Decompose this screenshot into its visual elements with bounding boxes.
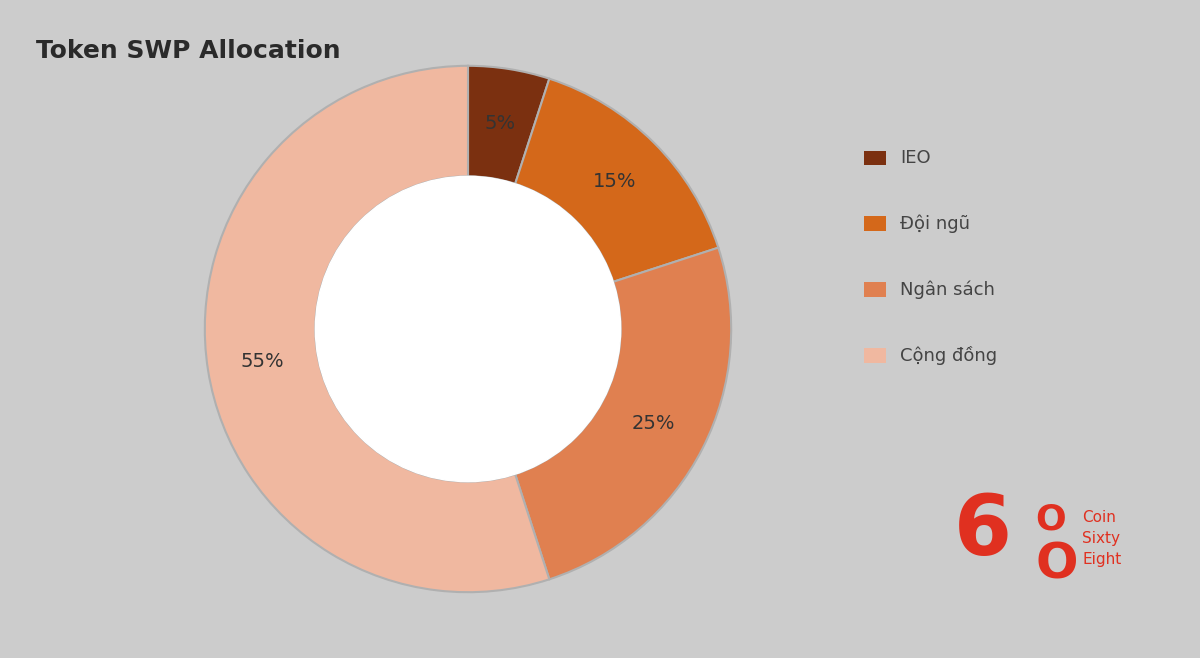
Text: Eight: Eight <box>1082 552 1122 567</box>
Text: 6: 6 <box>954 492 1012 572</box>
Wedge shape <box>515 247 731 579</box>
Text: O: O <box>1036 541 1078 589</box>
Wedge shape <box>515 79 719 282</box>
Text: 15%: 15% <box>593 172 637 191</box>
Text: Ngân sách: Ngân sách <box>900 280 995 299</box>
Text: O: O <box>1036 502 1067 536</box>
Text: 55%: 55% <box>241 352 284 371</box>
Text: Cộng đồng: Cộng đồng <box>900 346 997 365</box>
Text: Token SWP Allocation: Token SWP Allocation <box>36 39 341 63</box>
Circle shape <box>316 176 620 482</box>
Text: 25%: 25% <box>631 414 676 433</box>
Text: Coin: Coin <box>1082 510 1116 525</box>
Text: Đội ngũ: Đội ngũ <box>900 215 970 233</box>
Wedge shape <box>205 66 550 592</box>
Text: Sixty: Sixty <box>1082 531 1121 546</box>
Text: IEO: IEO <box>900 149 931 167</box>
Text: 5%: 5% <box>485 114 516 133</box>
Wedge shape <box>468 66 550 184</box>
